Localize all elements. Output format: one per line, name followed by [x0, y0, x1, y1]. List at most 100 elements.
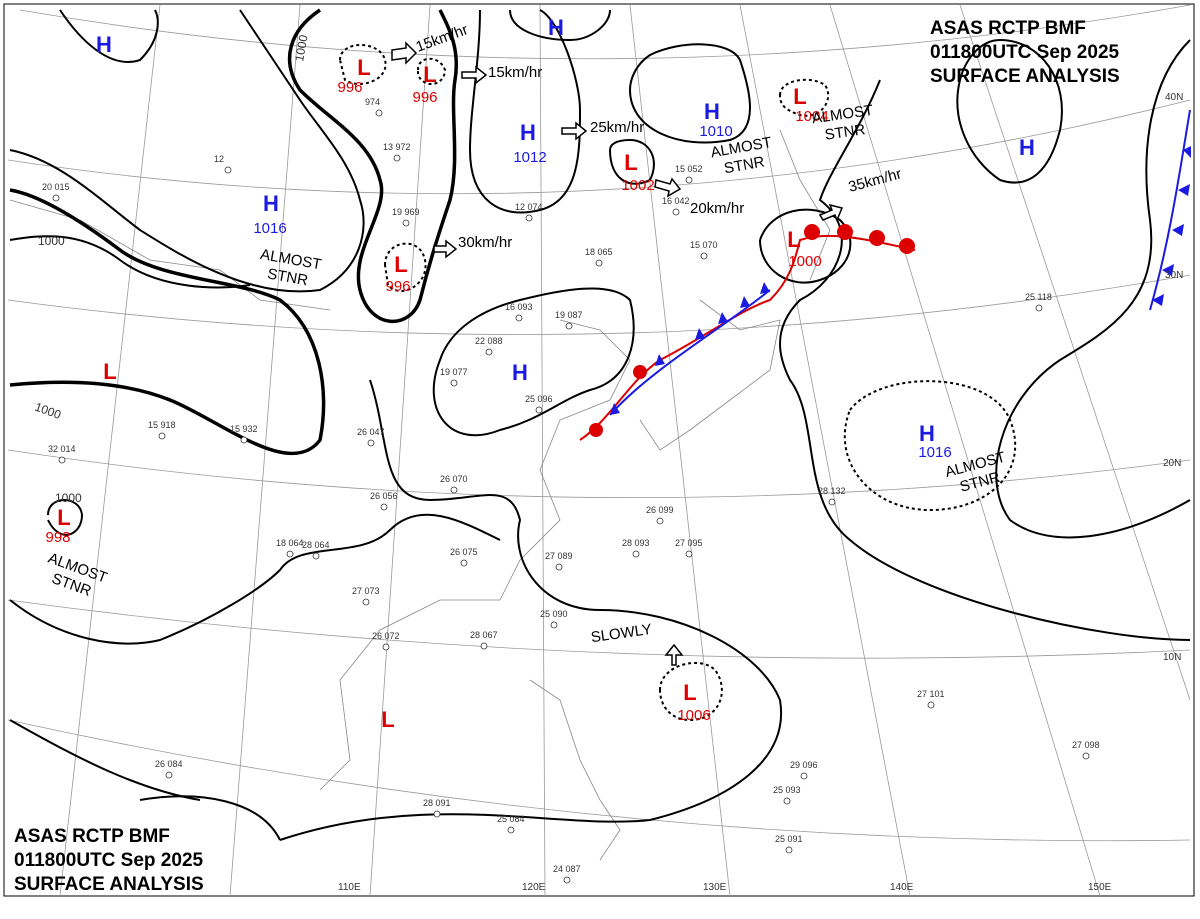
- station-plot: 27 095: [675, 538, 703, 548]
- fronts: [579, 109, 1191, 441]
- station-plot: 28 091: [423, 798, 451, 808]
- station-marker: [158, 432, 166, 440]
- station-marker: [656, 517, 664, 525]
- motion-arrows: [391, 41, 844, 666]
- longitude-label: 110E: [338, 882, 361, 893]
- center-symbol: H: [1019, 135, 1035, 160]
- center-symbol: H: [704, 99, 720, 124]
- center-symbol: H: [548, 15, 564, 40]
- station-marker: [433, 810, 441, 818]
- center-pressure: 1010: [699, 123, 732, 140]
- station-marker: [685, 176, 693, 184]
- center-pressure: 1016: [918, 444, 951, 461]
- station-plot: 26 099: [646, 505, 674, 515]
- station-plot: 25 118: [1025, 292, 1052, 302]
- longitude-label: 120E: [522, 882, 546, 893]
- station-plot: 26 075: [450, 547, 478, 557]
- station-marker: [555, 563, 563, 571]
- station-marker: [565, 322, 573, 330]
- station-plot: 15 918: [148, 420, 176, 430]
- station-marker: [800, 772, 808, 780]
- station-plot: 13 972: [383, 142, 411, 152]
- station-plot: 28 093: [622, 538, 650, 548]
- graticule: [7, 4, 1191, 897]
- station-plot: 16 042: [662, 196, 690, 206]
- station-marker: [595, 259, 603, 267]
- station-marker: [52, 194, 60, 202]
- station-marker: [685, 550, 693, 558]
- station-plot: 27 073: [352, 586, 380, 596]
- station-marker: [927, 701, 935, 709]
- header-line: ASAS RCTP BMF: [930, 18, 1086, 39]
- center-pressure: 996: [385, 278, 410, 295]
- station-marker: [535, 406, 543, 414]
- center-pressure: 1006: [677, 707, 710, 724]
- station-marker: [402, 219, 410, 227]
- latitude-label: 20N: [1163, 458, 1181, 469]
- header-line: ASAS RCTP BMF: [14, 826, 170, 847]
- station-plot: 27 098: [1072, 740, 1100, 750]
- station-plot: 28 132: [818, 486, 846, 496]
- station-marker: [393, 154, 401, 162]
- station-plot: 26 084: [155, 759, 183, 769]
- center-symbol: L: [357, 55, 370, 80]
- labels: ASAS RCTP BMF 011800UTC Sep 2025 SURFACE A…: [14, 15, 1183, 895]
- center-pressure: 1004: [795, 108, 828, 125]
- center-symbol: L: [57, 505, 70, 530]
- station-marker: [450, 379, 458, 387]
- center-pressure: 998: [45, 529, 70, 546]
- header-line: 011800UTC Sep 2025: [14, 850, 204, 871]
- station-plot: 19 087: [555, 310, 583, 320]
- station-marker: [312, 552, 320, 560]
- isobar-label: 1000: [55, 491, 82, 505]
- station-marker: [783, 797, 791, 805]
- station-plot: 28 067: [470, 630, 498, 640]
- station-marker: [58, 456, 66, 464]
- station-plot: 26 047: [357, 427, 385, 437]
- station-plot: 15 052: [675, 164, 703, 174]
- motion-speed: 20km/hr: [690, 200, 744, 217]
- station-marker: [382, 643, 390, 651]
- station-plot: 25 090: [540, 609, 568, 619]
- station-plot: 26 072: [372, 631, 400, 641]
- station-plot: 12 074: [515, 202, 543, 212]
- station-plot: 25 091: [775, 834, 803, 844]
- longitude-label: 130E: [703, 882, 727, 893]
- station-marker: [450, 486, 458, 494]
- station-marker: [165, 771, 173, 779]
- station-plot: 32 014: [48, 444, 76, 454]
- center-symbol: L: [683, 680, 696, 705]
- center-symbol: H: [96, 32, 112, 57]
- note: ALMOSTSTNR: [709, 134, 776, 179]
- map-frame: [3, 3, 1195, 897]
- motion-speed: 25km/hr: [590, 119, 644, 136]
- station-marker: [460, 559, 468, 567]
- station-plot: 29 096: [790, 760, 818, 770]
- center-symbol: L: [381, 707, 394, 732]
- station-plot: 20 015: [42, 182, 70, 192]
- station-marker: [480, 642, 488, 650]
- station-plot: 16 093: [505, 302, 533, 312]
- station-plot: 27 101: [917, 689, 945, 699]
- header-line: SURFACE ANALYSIS: [930, 66, 1120, 87]
- latitude-label: 10N: [1163, 652, 1181, 663]
- center-symbol: H: [512, 360, 528, 385]
- station-marker: [515, 314, 523, 322]
- center-symbol: L: [103, 359, 116, 384]
- station-marker: [380, 503, 388, 511]
- center-pressure: 1016: [253, 220, 286, 237]
- center-symbol: L: [394, 252, 407, 277]
- center-pressure: 996: [412, 89, 437, 106]
- station-marker: [286, 550, 294, 558]
- center-pressure: 1012: [513, 149, 546, 166]
- station-plot: 25 084: [497, 814, 525, 824]
- station-plot: 18 064: [276, 538, 304, 548]
- station-marker: [785, 846, 793, 854]
- center-symbol: L: [787, 227, 800, 252]
- center-symbol: H: [919, 421, 935, 446]
- station-plot: 28 064: [302, 540, 330, 550]
- station-marker: [632, 550, 640, 558]
- center-symbol: H: [263, 191, 279, 216]
- note: ALMOSTSTNR: [256, 246, 323, 291]
